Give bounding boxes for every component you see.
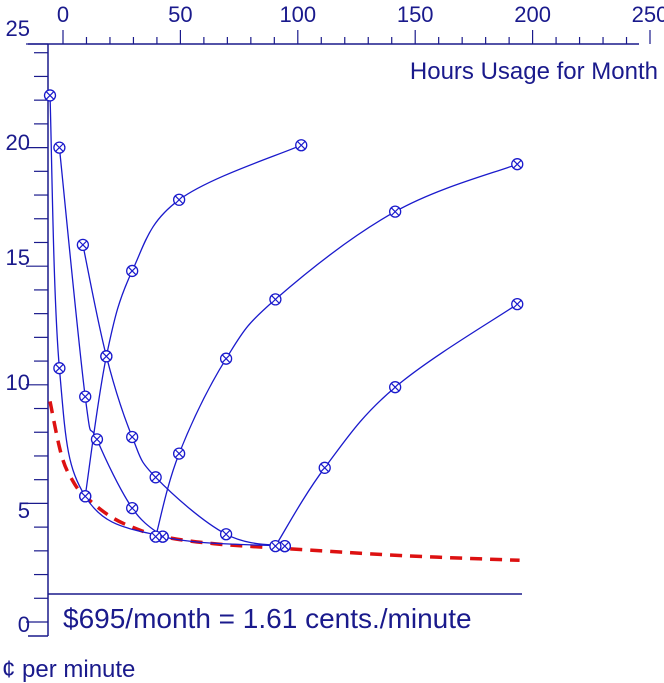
- data-point: [43, 89, 57, 102]
- x-tick-label: 250: [632, 2, 664, 27]
- series-line-5: [155, 163, 518, 537]
- data-point-cross: [151, 532, 160, 541]
- data-point-cross: [296, 140, 306, 150]
- data-point-cross: [174, 449, 184, 458]
- data-point: [295, 139, 308, 152]
- data-point-cross: [221, 529, 231, 539]
- y-tick-label: 15: [6, 245, 30, 270]
- data-point-cross: [174, 195, 184, 205]
- series-line-6: [274, 303, 518, 547]
- data-point-cross: [512, 159, 522, 169]
- data-point-cross: [127, 266, 137, 276]
- data-point-cross: [512, 299, 522, 309]
- data-point: [79, 490, 92, 503]
- data-point: [172, 447, 186, 460]
- axes: [26, 30, 651, 637]
- series-line-4: [84, 144, 302, 497]
- series-layer: [48, 95, 520, 563]
- annotation-text: $695/month = 1.61 cents./minute: [63, 603, 472, 634]
- marker-layer: [43, 89, 524, 553]
- y-tick-label: 25: [6, 16, 30, 41]
- data-point: [126, 501, 139, 515]
- x-tick-label: 200: [514, 2, 551, 27]
- data-point: [79, 390, 92, 403]
- data-point: [100, 350, 113, 363]
- data-point: [53, 141, 66, 154]
- data-point: [318, 461, 331, 474]
- data-point: [511, 158, 524, 171]
- data-point-cross: [55, 143, 64, 152]
- data-point: [149, 530, 162, 543]
- data-point: [126, 430, 139, 444]
- x-tick-label: 150: [397, 2, 434, 27]
- data-point-cross: [390, 382, 400, 392]
- data-point: [511, 298, 524, 311]
- data-point: [269, 539, 282, 553]
- data-point-cross: [320, 463, 329, 473]
- data-point-cross: [45, 91, 55, 100]
- tick-labels: 0 50 100 150 200 250 0 5 10 15 20 25: [6, 2, 664, 637]
- data-point-cross: [271, 541, 280, 551]
- data-point-cross: [55, 363, 64, 373]
- data-point: [90, 433, 104, 446]
- data-point: [389, 205, 402, 218]
- data-point-cross: [80, 392, 90, 401]
- x-tick-label: 100: [279, 2, 316, 27]
- data-point-cross: [92, 435, 102, 444]
- data-point: [149, 471, 162, 484]
- y-tick-label: 5: [18, 498, 30, 523]
- x-axis-label: Hours Usage for Month: [410, 58, 658, 85]
- data-point: [269, 293, 282, 306]
- data-point-cross: [390, 207, 400, 216]
- data-point-cross: [78, 240, 88, 250]
- series-line-2: [58, 147, 164, 538]
- data-point: [126, 264, 139, 278]
- envelope-dashed-line: [48, 401, 520, 563]
- series-line-1: [49, 95, 285, 547]
- y-tick-label: 20: [6, 130, 30, 155]
- data-point: [76, 238, 90, 252]
- data-point-cross: [102, 352, 111, 361]
- data-point: [172, 193, 186, 206]
- data-point: [53, 362, 66, 375]
- y-tick-label: 10: [6, 370, 30, 395]
- data-point: [389, 381, 402, 394]
- data-point-cross: [221, 354, 231, 363]
- data-point-cross: [280, 541, 290, 551]
- x-tick-label: 0: [57, 2, 69, 27]
- data-point-cross: [271, 295, 280, 304]
- series-line-3: [82, 244, 285, 547]
- x-tick-label: 50: [168, 2, 192, 27]
- data-point: [219, 528, 233, 541]
- data-point-cross: [127, 503, 137, 513]
- data-point-cross: [127, 432, 137, 442]
- data-point-cross: [80, 492, 90, 501]
- y-axis-label: ¢ per minute: [2, 656, 135, 683]
- y-tick-label: 0: [18, 612, 30, 637]
- data-point-cross: [151, 473, 160, 482]
- data-point: [219, 352, 233, 365]
